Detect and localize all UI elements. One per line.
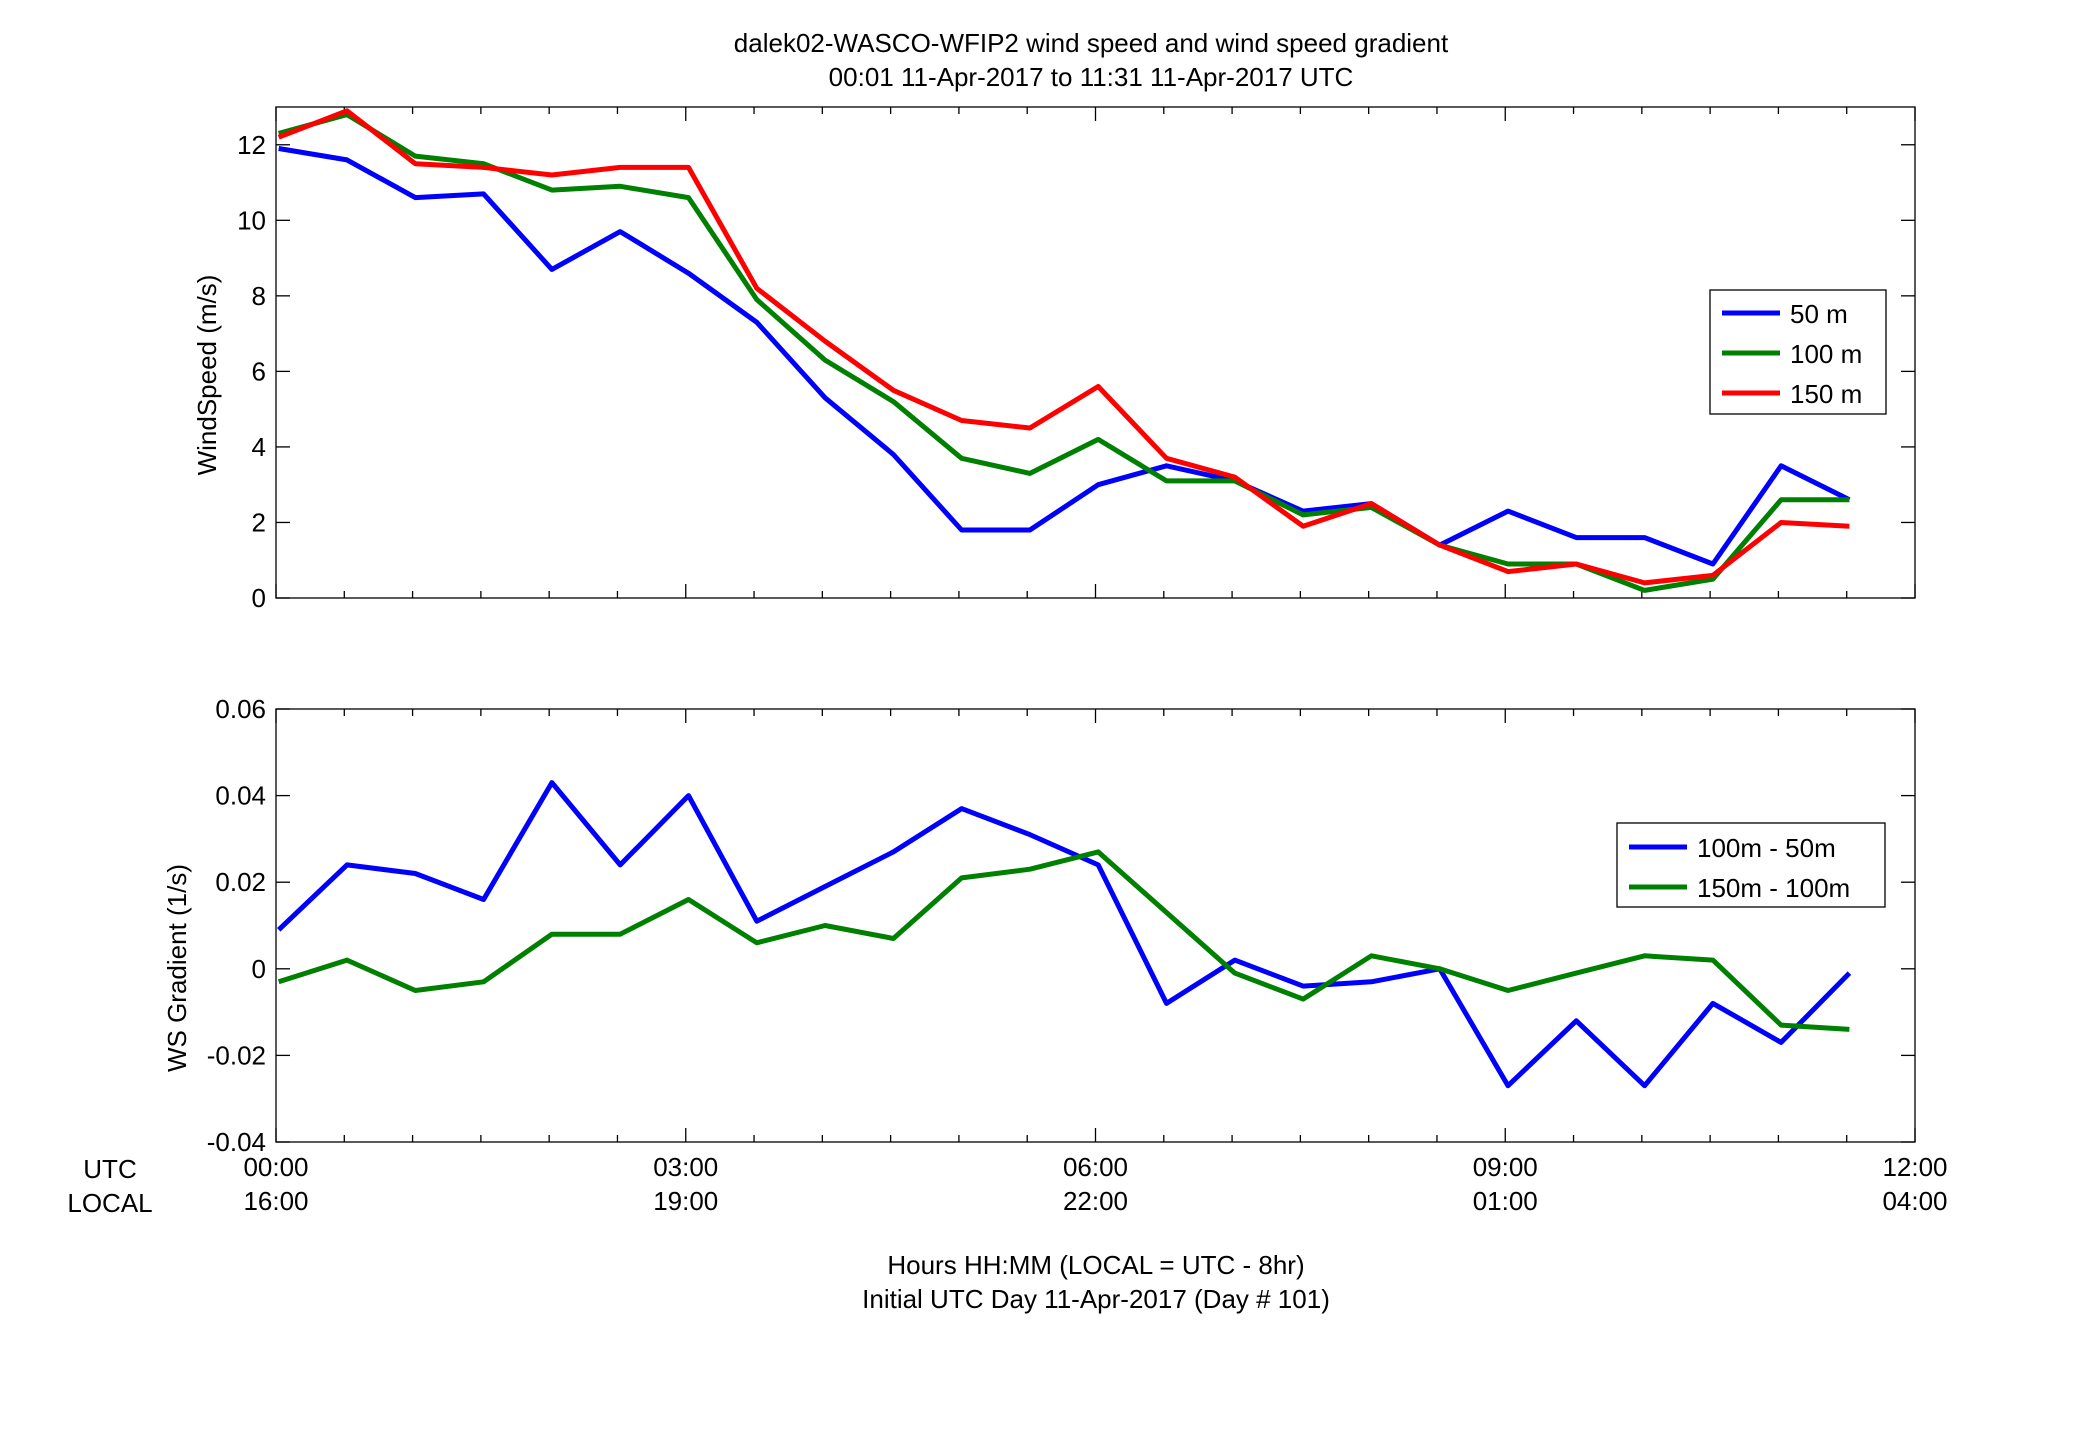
- x-tick-label-utc: 09:00: [1473, 1152, 1538, 1182]
- x-tick-label-utc: 06:00: [1063, 1152, 1128, 1182]
- gradient-legend: 100m - 50m 150m - 100m: [1616, 822, 1886, 908]
- wind-speed-y-tick-label: 4: [252, 432, 266, 462]
- chart-title-line1: dalek02-WASCO-WFIP2 wind speed and wind …: [734, 28, 1449, 58]
- wind-speed-y-ticks: 0 2 4 6 8 10 12: [237, 130, 1915, 613]
- gradient-panel: WS Gradient (1/s) -0.04 -0.02 0 0.02 0.04 0.0…: [162, 694, 1916, 1157]
- gradient-y-tick-label: 0.02: [215, 867, 266, 897]
- wind-speed-y-tick-label: 6: [252, 356, 266, 386]
- x-tick-labels-utc: 00:00 03:00 06:00 09:00 12:00: [243, 1152, 1947, 1182]
- x-axis-label-line1: Hours HH:MM (LOCAL = UTC - 8hr): [887, 1250, 1304, 1280]
- x-axis-label-line2: Initial UTC Day 11-Apr-2017 (Day # 101): [862, 1284, 1330, 1314]
- gradient-x-ticks: [275, 709, 1916, 1142]
- gradient-ylabel: WS Gradient (1/s): [162, 864, 192, 1072]
- x-tick-label-utc: 00:00: [243, 1152, 308, 1182]
- wind-speed-y-tick-label: 10: [237, 205, 266, 235]
- gradient-series-line-150m-100m: [277, 849, 1850, 1032]
- wind-speed-y-tick-label: 0: [252, 583, 266, 613]
- wind-speed-y-tick-label: 2: [252, 507, 266, 537]
- legend-label-100m-50m: 100m - 50m: [1697, 833, 1836, 863]
- wind-speed-legend: 50 m 100 m 150 m: [1709, 289, 1887, 415]
- x-tick-label-local: 22:00: [1063, 1186, 1128, 1216]
- wind-speed-panel: WindSpeed (m/s) 0 2 4 6 8 10 12 50 m 100 m 150…: [192, 106, 1916, 613]
- wind-speed-axes-frame: [275, 106, 1916, 599]
- x-tick-label-utc: 03:00: [653, 1152, 718, 1182]
- wind-speed-series-line-100-m: [278, 112, 1850, 593]
- gradient-legend-box: [1616, 822, 1886, 908]
- gradient-y-tick-label: -0.02: [207, 1040, 266, 1070]
- gradient-series-line-100m-50m: [276, 780, 1852, 1089]
- wind-speed-series-line-150-m: [277, 108, 1850, 586]
- x-tick-labels-local: 16:00 19:00 22:00 01:00 04:00: [243, 1186, 1947, 1216]
- gradient-y-ticks: -0.04 -0.02 0 0.02 0.04 0.06: [207, 694, 1915, 1157]
- chart-title-line2: 00:01 11-Apr-2017 to 11:31 11-Apr-2017 U…: [829, 62, 1354, 92]
- x-tick-label-local: 16:00: [243, 1186, 308, 1216]
- wind-speed-series: [277, 108, 1851, 593]
- legend-label-50m: 50 m: [1790, 299, 1848, 329]
- x-tick-label-local: 01:00: [1473, 1186, 1538, 1216]
- gradient-series: [276, 780, 1852, 1089]
- wind-speed-ylabel: WindSpeed (m/s): [192, 275, 222, 476]
- gradient-y-tick-label: 0.06: [215, 694, 266, 724]
- gradient-axes-frame: [275, 708, 1916, 1143]
- gradient-y-tick-label: -0.04: [207, 1127, 266, 1157]
- gradient-y-tick-label: 0.04: [215, 781, 266, 811]
- legend-label-150m-100m: 150m - 100m: [1697, 873, 1850, 903]
- gradient-y-tick-label: 0: [252, 954, 266, 984]
- legend-label-150m: 150 m: [1790, 379, 1862, 409]
- x-tick-label-utc: 12:00: [1882, 1152, 1947, 1182]
- wind-speed-y-tick-label: 12: [237, 130, 266, 160]
- x-tick-label-local: 19:00: [653, 1186, 718, 1216]
- legend-label-100m: 100 m: [1790, 339, 1862, 369]
- x-tick-label-local: 04:00: [1882, 1186, 1947, 1216]
- wind-speed-y-tick-label: 8: [252, 281, 266, 311]
- row-label-local: LOCAL: [67, 1188, 152, 1218]
- wind-speed-series-line-50-m: [278, 146, 1851, 567]
- row-label-utc: UTC: [83, 1154, 136, 1184]
